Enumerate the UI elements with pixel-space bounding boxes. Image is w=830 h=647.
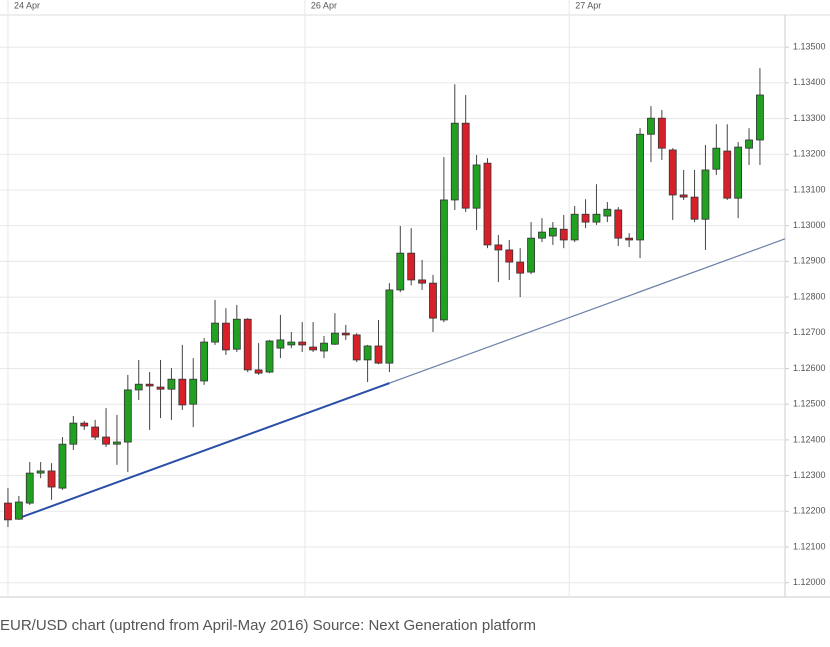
candle-body: [527, 237, 535, 273]
candle-body: [450, 122, 459, 201]
candle-body: [287, 341, 296, 346]
candle-body: [581, 213, 590, 223]
candle-body: [331, 332, 339, 345]
x-tick-label: 26 Apr: [311, 0, 337, 10]
candle-body: [756, 94, 764, 141]
candle-body: [276, 339, 285, 349]
candle-body: [429, 282, 437, 319]
y-tick-label: 1.13200: [793, 149, 826, 159]
candle-body: [418, 279, 426, 284]
candle-body: [189, 378, 198, 405]
candle-body: [603, 208, 612, 217]
candle-body: [548, 227, 557, 237]
candle-body: [516, 261, 525, 274]
candle-body: [309, 346, 318, 351]
candle-body: [505, 249, 514, 263]
candle-body: [679, 194, 688, 198]
y-tick-label: 1.12000: [793, 577, 826, 587]
candle-body: [352, 334, 361, 361]
y-tick-label: 1.12500: [793, 399, 826, 409]
candle-body: [25, 472, 34, 504]
y-tick-label: 1.13100: [793, 184, 826, 194]
candle-body: [701, 169, 710, 220]
candle-body: [494, 244, 503, 251]
candle-body: [712, 147, 721, 170]
candle-body: [538, 231, 546, 239]
candle-body: [243, 318, 252, 371]
x-tick-label: 27 Apr: [575, 0, 601, 10]
candle-body: [396, 252, 405, 291]
chart: 1.12000 1.12100 1.12200 1.12300 1.12400 1.125…: [0, 0, 830, 598]
candle-body: [298, 341, 307, 346]
candle-body: [559, 228, 568, 241]
candle-body: [69, 422, 78, 445]
candle-body: [265, 340, 274, 373]
candle-body: [91, 426, 100, 438]
y-tick-label: 1.12400: [793, 434, 826, 444]
candle-body: [80, 422, 89, 427]
x-tick-label: 24 Apr: [14, 0, 40, 10]
candle-body: [232, 318, 241, 350]
candle-body: [58, 443, 67, 489]
candle-body: [320, 342, 328, 352]
trendline: [18, 382, 390, 520]
candle-body: [636, 133, 644, 241]
candle-body: [178, 378, 187, 406]
candle-body: [614, 209, 623, 239]
candle-body: [113, 441, 121, 445]
candle-body: [570, 213, 579, 241]
candle-body: [625, 237, 634, 241]
candle-body: [200, 341, 209, 382]
y-tick-label: 1.12900: [793, 256, 826, 266]
candle-body: [167, 378, 176, 390]
candle-body: [668, 149, 677, 196]
candle-body: [745, 139, 753, 149]
trendline: [389, 238, 786, 384]
candle-body: [439, 199, 448, 321]
y-tick-label: 1.12100: [793, 541, 826, 551]
candle-body: [211, 322, 219, 343]
candle-body: [134, 383, 143, 391]
y-tick-label: 1.13300: [793, 113, 826, 123]
candle-body: [592, 213, 601, 223]
candle-body: [36, 470, 45, 474]
candle-body: [472, 164, 481, 209]
candle-body: [363, 345, 372, 361]
candle-body: [341, 332, 350, 336]
candle-body: [14, 501, 23, 520]
candle-body: [385, 289, 394, 364]
candle-body: [222, 322, 230, 351]
candle-body: [647, 117, 655, 135]
candle-body: [723, 150, 732, 199]
candle-body: [123, 389, 132, 443]
candle-body: [657, 117, 666, 149]
candle-body: [374, 345, 383, 364]
y-tick-label: 1.12600: [793, 363, 826, 373]
candle-body: [734, 146, 743, 199]
candle-body: [690, 196, 699, 220]
candle-body: [4, 502, 12, 521]
candle-body: [102, 436, 110, 445]
candle-body: [156, 386, 165, 390]
y-tick-label: 1.12300: [793, 470, 826, 480]
candle-body: [254, 369, 263, 374]
candle-body: [47, 470, 56, 488]
caption: EUR/USD chart (uptrend from April-May 20…: [0, 617, 537, 634]
y-tick-label: 1.13400: [793, 77, 826, 87]
y-tick-label: 1.12800: [793, 291, 826, 301]
candle-body: [407, 252, 416, 281]
candle-body: [483, 162, 492, 246]
candle-body: [461, 122, 470, 209]
y-tick-label: 1.12200: [793, 506, 826, 516]
candle-body: [145, 383, 154, 387]
y-tick-label: 1.13500: [793, 42, 826, 52]
y-tick-label: 1.12700: [793, 327, 826, 337]
y-tick-label: 1.13000: [793, 220, 826, 230]
